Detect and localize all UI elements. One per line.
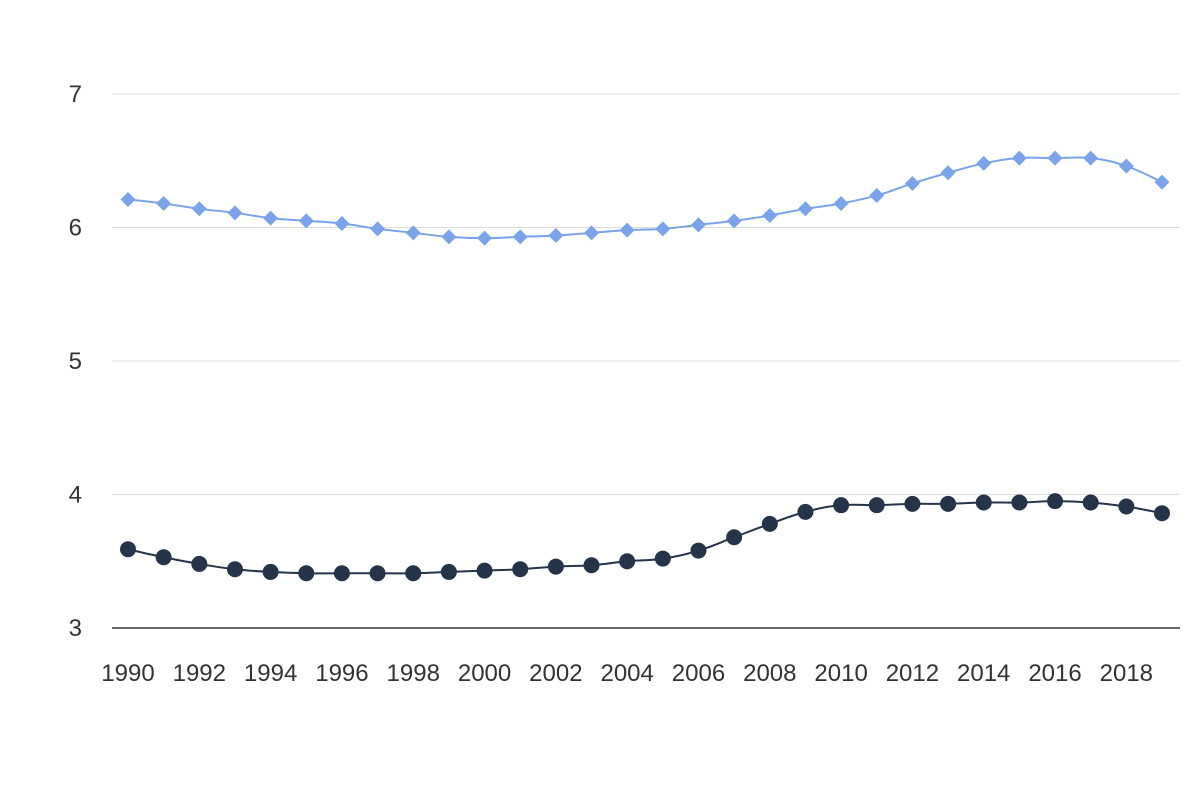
data-point[interactable] (583, 557, 600, 574)
data-point[interactable] (654, 550, 671, 567)
data-point[interactable] (690, 217, 706, 233)
data-point[interactable] (477, 230, 493, 246)
data-point[interactable] (1011, 494, 1028, 511)
data-point[interactable] (1011, 150, 1027, 166)
data-point[interactable] (191, 555, 208, 572)
x-tick-label: 2010 (814, 660, 867, 687)
y-axis-tick-labels: 3 4 5 6 7 (69, 81, 82, 642)
data-point[interactable] (1082, 494, 1099, 511)
series-line (127, 156, 1163, 240)
data-point[interactable] (904, 175, 920, 191)
data-point[interactable] (940, 495, 957, 512)
x-tick-label: 2000 (458, 660, 511, 687)
data-point[interactable] (405, 565, 422, 582)
x-tick-label: 2014 (957, 660, 1010, 687)
data-point[interactable] (405, 225, 421, 241)
x-tick-label: 1994 (244, 660, 297, 687)
data-point[interactable] (1154, 505, 1170, 522)
gridlines (112, 93, 1180, 495)
data-point[interactable] (547, 558, 564, 575)
data-point[interactable] (761, 515, 778, 532)
data-point[interactable] (975, 494, 992, 511)
data-point[interactable] (726, 529, 743, 546)
data-point[interactable] (619, 222, 635, 238)
data-point[interactable] (298, 213, 314, 229)
data-point[interactable] (120, 191, 136, 207)
data-point[interactable] (976, 155, 992, 171)
data-point[interactable] (762, 207, 778, 223)
data-point[interactable] (619, 553, 636, 570)
data-point[interactable] (584, 225, 600, 241)
x-tick-label: 2018 (1100, 660, 1153, 687)
data-point[interactable] (441, 229, 457, 245)
data-point[interactable] (369, 565, 386, 582)
data-point[interactable] (156, 195, 172, 211)
y-tick-label: 3 (69, 615, 82, 642)
data-point[interactable] (868, 497, 885, 514)
y-tick-label: 7 (69, 81, 82, 108)
data-point[interactable] (226, 561, 243, 578)
data-point[interactable] (690, 542, 707, 559)
series-1 (120, 150, 1170, 246)
data-point[interactable] (833, 195, 849, 211)
series-line (127, 500, 1163, 575)
data-point[interactable] (1047, 150, 1063, 166)
data-point[interactable] (334, 215, 350, 231)
data-point[interactable] (655, 221, 671, 237)
x-tick-label: 2012 (886, 660, 939, 687)
x-tick-label: 2004 (600, 660, 653, 687)
x-tick-label: 1992 (173, 660, 226, 687)
data-point[interactable] (797, 503, 814, 520)
x-tick-label: 1990 (101, 660, 154, 687)
data-point[interactable] (904, 495, 921, 512)
data-point[interactable] (333, 565, 350, 582)
y-tick-label: 5 (69, 348, 82, 375)
x-tick-label: 2002 (529, 660, 582, 687)
data-point[interactable] (1154, 174, 1170, 190)
data-point[interactable] (298, 565, 315, 582)
y-tick-label: 6 (69, 215, 82, 242)
x-tick-label: 1998 (387, 660, 440, 687)
x-tick-label: 2006 (672, 660, 725, 687)
x-tick-label: 2016 (1028, 660, 1081, 687)
data-point[interactable] (797, 201, 813, 217)
data-point[interactable] (548, 228, 564, 244)
data-point[interactable] (263, 210, 279, 226)
data-point[interactable] (120, 541, 136, 558)
data-point[interactable] (155, 549, 172, 566)
data-point[interactable] (512, 561, 529, 578)
data-point[interactable] (262, 563, 279, 580)
data-point[interactable] (1083, 150, 1099, 166)
x-tick-label: 2008 (743, 660, 796, 687)
series-group (120, 150, 1170, 582)
y-tick-label: 4 (69, 482, 82, 509)
data-point[interactable] (833, 497, 850, 514)
data-point[interactable] (1118, 498, 1135, 515)
data-point[interactable] (1118, 158, 1134, 174)
x-tick-label: 1996 (315, 660, 368, 687)
data-point[interactable] (726, 213, 742, 229)
data-point[interactable] (440, 563, 457, 580)
data-point[interactable] (869, 187, 885, 203)
data-point[interactable] (227, 205, 243, 221)
data-point[interactable] (370, 221, 386, 237)
x-axis-tick-labels: 1990 1992 1994 1996 1998 2000 2002 2004 2006 2008… (101, 660, 1153, 687)
data-point[interactable] (476, 562, 493, 579)
data-point[interactable] (940, 165, 956, 181)
data-point[interactable] (512, 229, 528, 245)
series-2 (120, 493, 1170, 582)
data-point[interactable] (191, 201, 207, 217)
data-point[interactable] (1047, 493, 1064, 510)
